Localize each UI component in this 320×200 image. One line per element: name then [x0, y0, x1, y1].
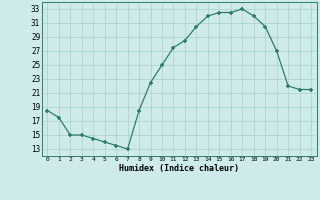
X-axis label: Humidex (Indice chaleur): Humidex (Indice chaleur) — [119, 164, 239, 173]
